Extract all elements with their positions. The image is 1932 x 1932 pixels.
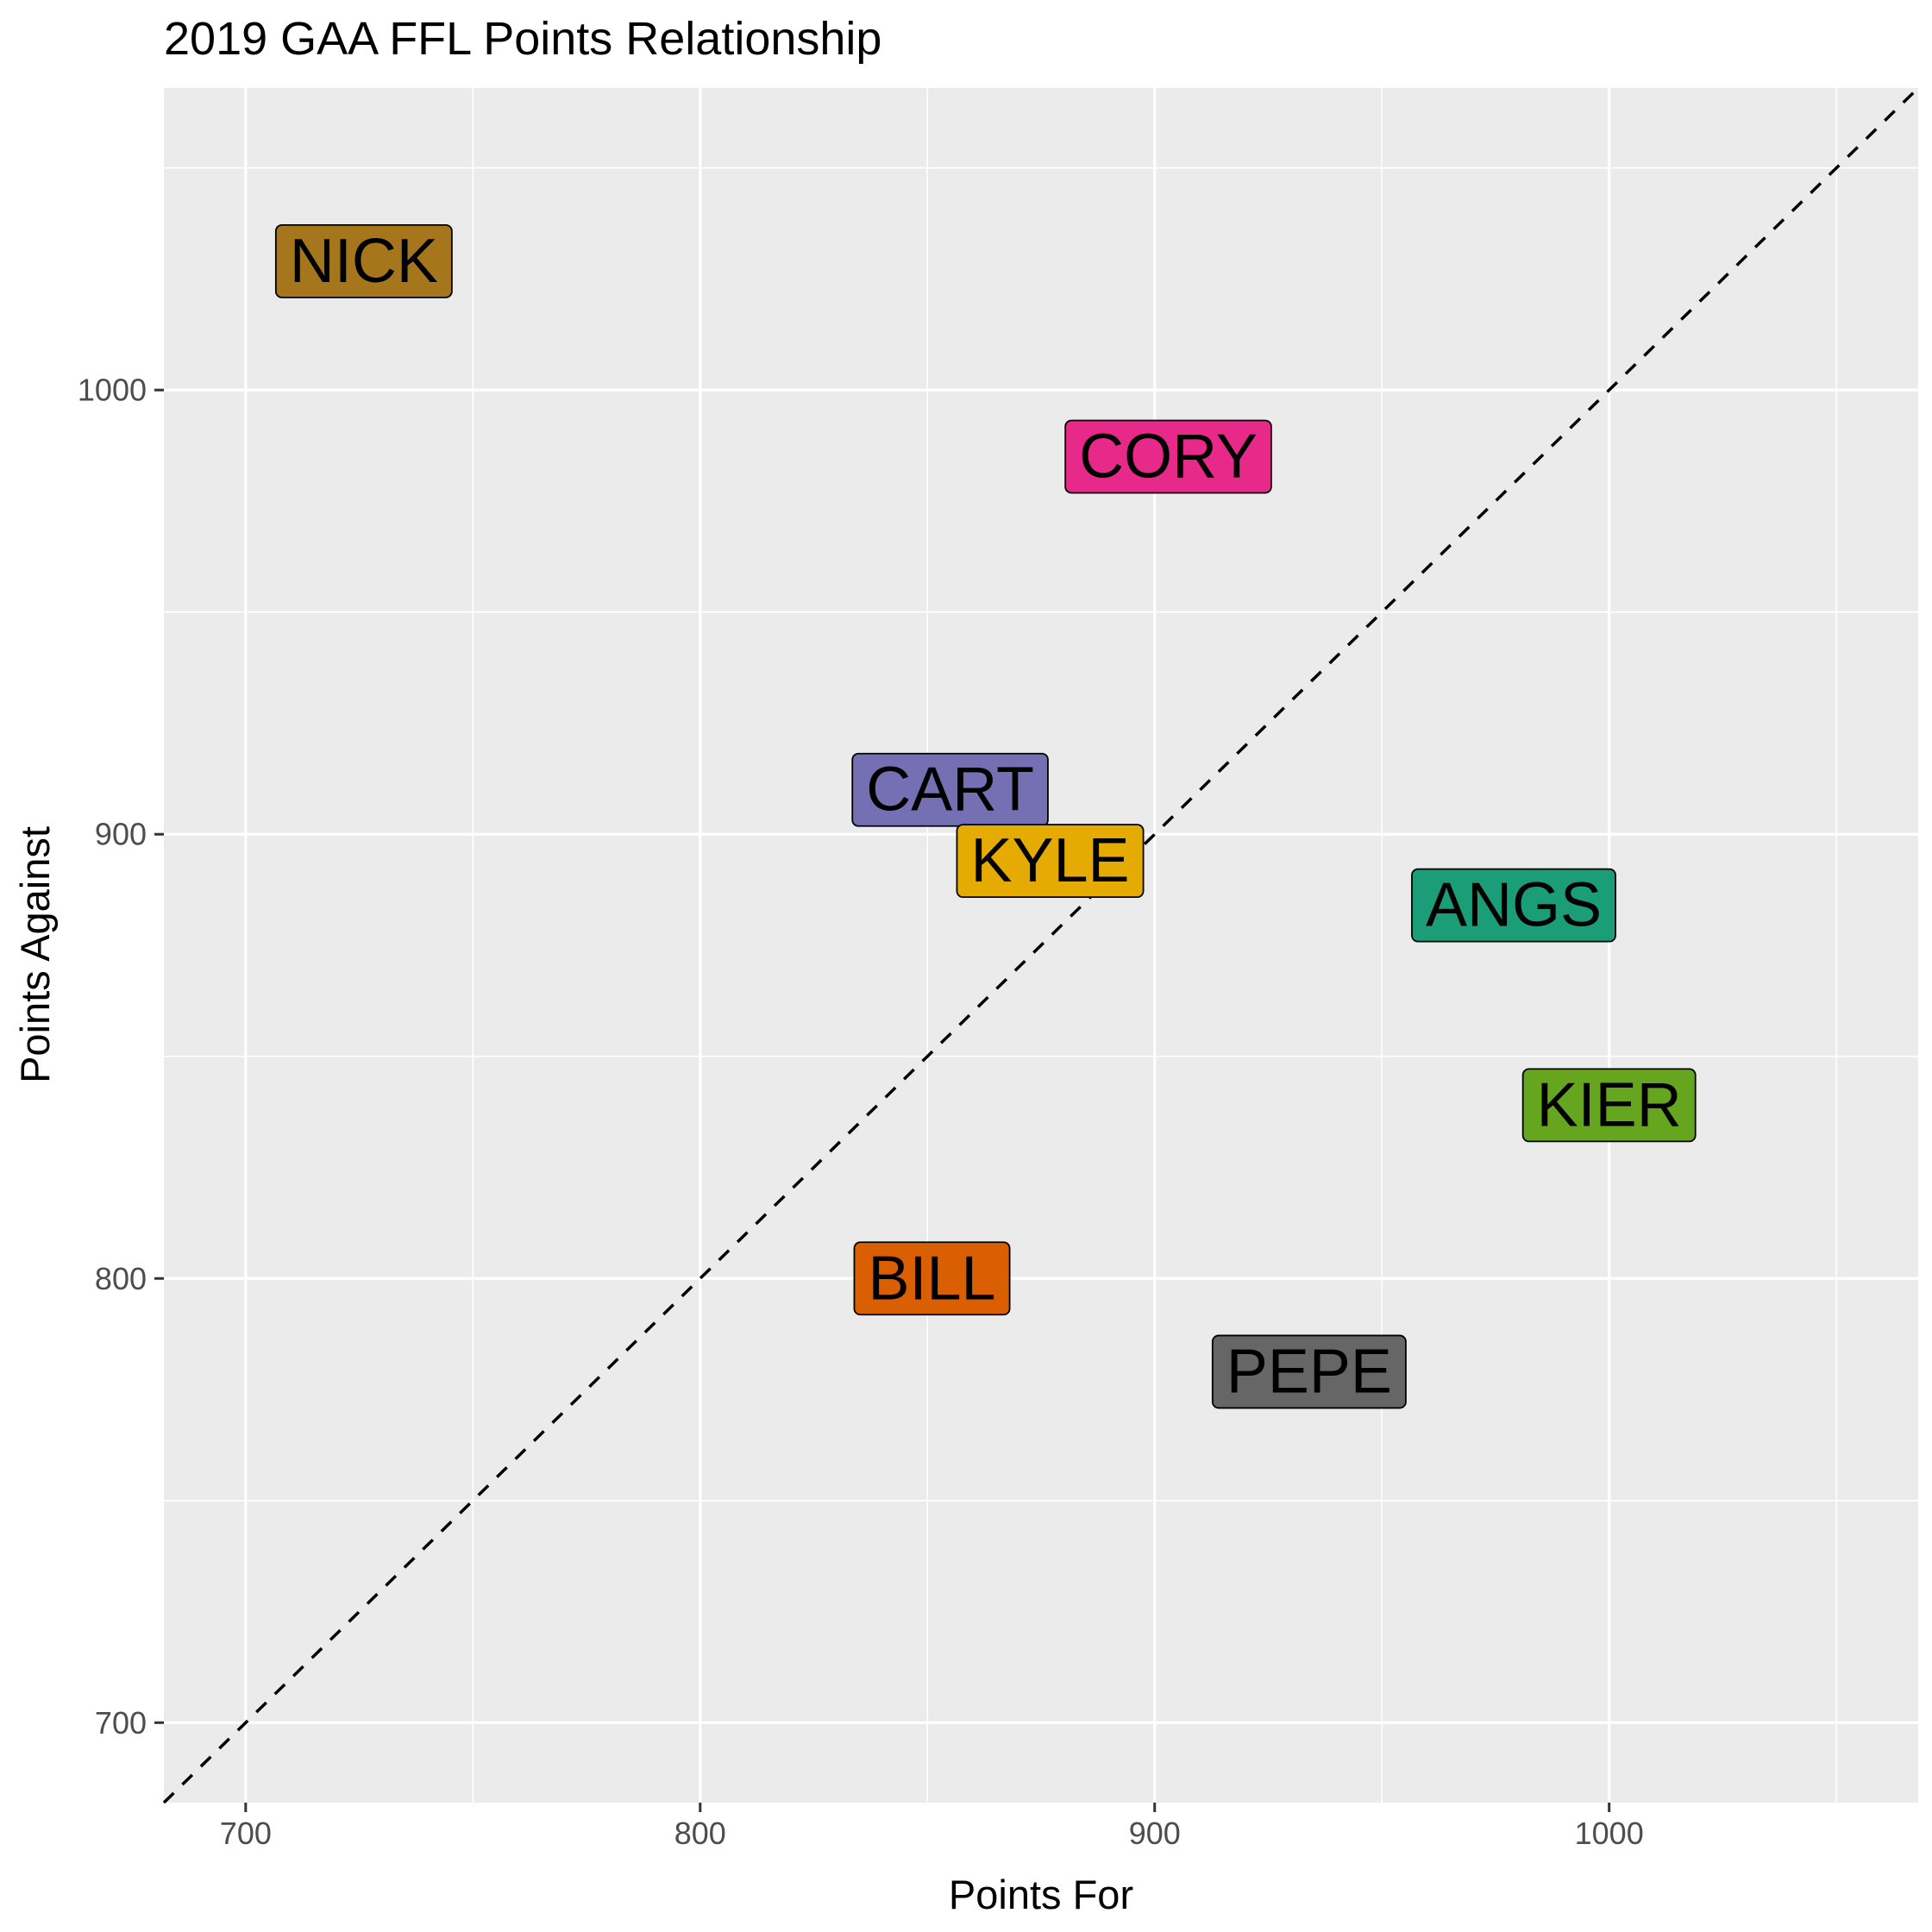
point-label-pepe: PEPE — [1211, 1334, 1407, 1409]
x-axis-title: Points For — [949, 1872, 1133, 1917]
point-label-cart: CART — [851, 752, 1049, 827]
point-label-text: NICK — [290, 227, 438, 296]
point-label-text: CORY — [1079, 422, 1258, 491]
reference-line-group — [162, 86, 1920, 1804]
point-label-box — [1521, 1068, 1697, 1143]
point-label-text: KYLE — [970, 826, 1129, 895]
y-tick-label: 800 — [95, 1261, 147, 1296]
point-label-text: ANGS — [1426, 871, 1602, 940]
grid-lines — [164, 88, 1918, 1803]
chart-title: 2019 GAA FFL Points Relationship — [164, 13, 881, 65]
y-tick-label: 700 — [95, 1705, 147, 1741]
x-tick-label: 700 — [220, 1816, 272, 1851]
point-label-text: BILL — [868, 1244, 995, 1313]
point-label-bill: BILL — [853, 1241, 1011, 1316]
point-label-nick: NICK — [274, 223, 453, 298]
x-tick-label: 800 — [674, 1816, 726, 1851]
x-tick-label: 900 — [1129, 1816, 1181, 1851]
axes: 700 800 900 1000 700 800 900 1000 — [78, 373, 1644, 1851]
point-label-text: PEPE — [1226, 1337, 1392, 1406]
y-tick-label: 1000 — [78, 373, 147, 408]
point-label-box — [1211, 1334, 1407, 1409]
point-label-cory: CORY — [1064, 419, 1272, 494]
x-tick-label: 1000 — [1575, 1816, 1644, 1851]
y-tick-label: 900 — [95, 817, 147, 852]
point-label-box — [1064, 419, 1272, 494]
point-label-text: CART — [866, 756, 1034, 825]
reference-line — [162, 86, 1920, 1804]
point-label-box — [853, 1241, 1011, 1316]
y-axis-title: Points Against — [12, 826, 58, 1083]
point-label-kier: KIER — [1521, 1068, 1697, 1143]
point-label-box — [1411, 868, 1616, 943]
point-label-box — [956, 824, 1145, 899]
point-label-angs: ANGS — [1411, 868, 1616, 943]
point-label-box — [851, 752, 1049, 827]
point-label-text: KIER — [1537, 1070, 1682, 1139]
point-label-box — [274, 223, 453, 298]
point-label-kyle: KYLE — [956, 824, 1145, 899]
